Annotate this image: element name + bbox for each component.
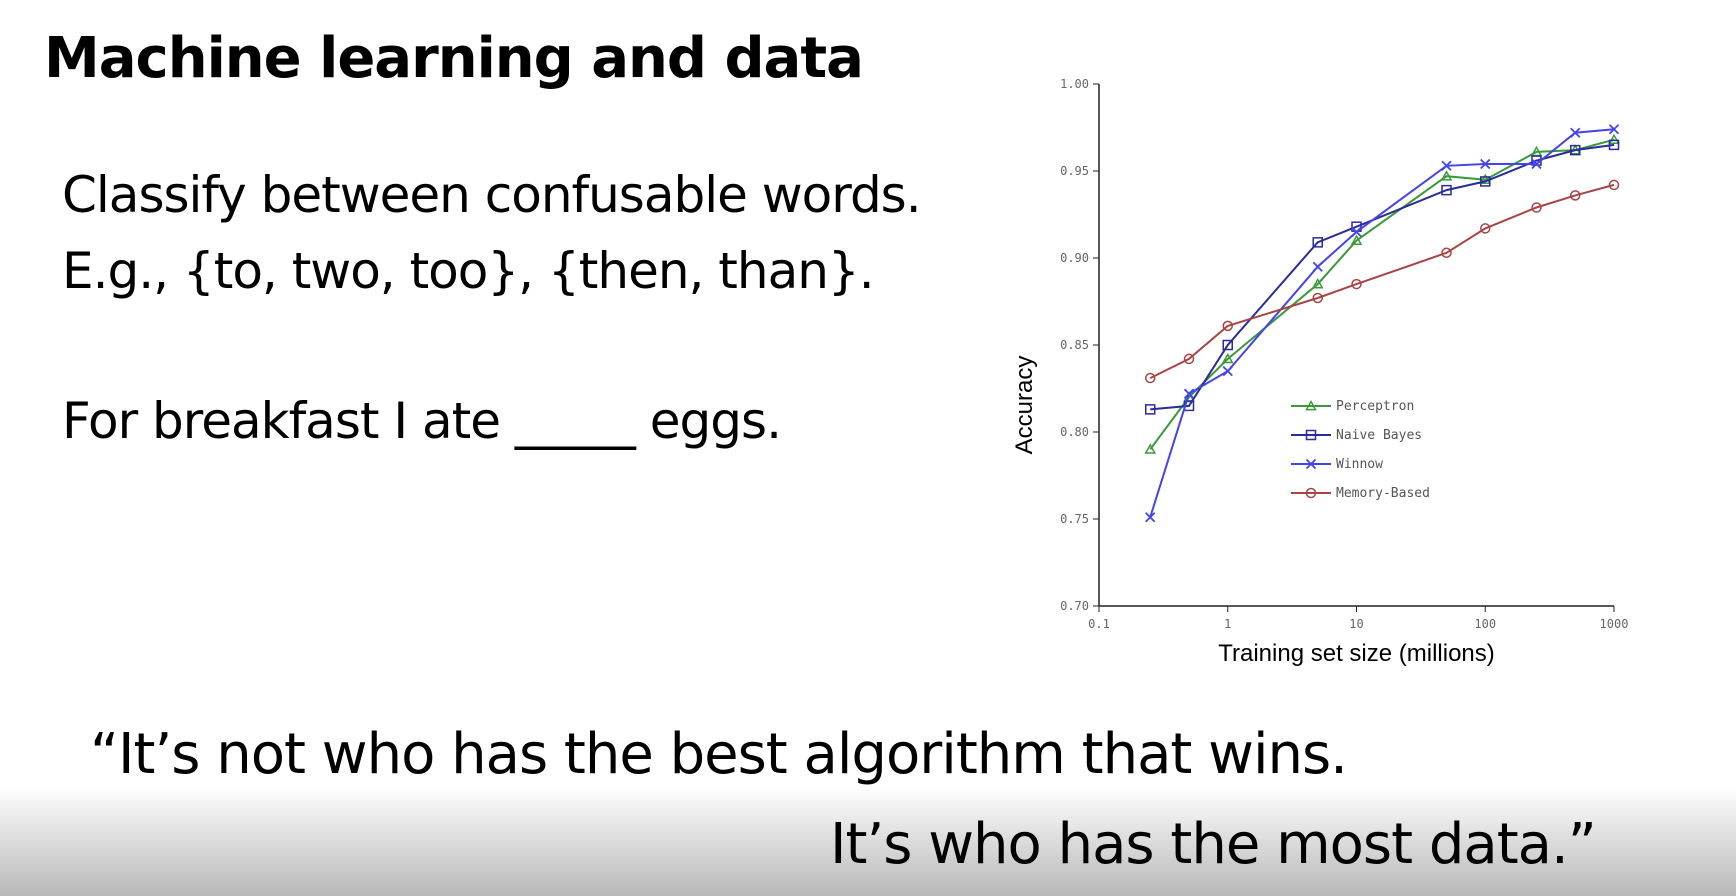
x-tick-label: 0.1 (1088, 617, 1110, 631)
y-tick-label: 0.95 (1060, 164, 1089, 178)
series-line-naive-bayes (1150, 143, 1615, 411)
y-tick-label: 1.00 (1060, 77, 1089, 91)
legend-marker-perceptron (1305, 399, 1317, 411)
legend-marker-naive-bayes (1305, 429, 1317, 441)
x-axis-title: Training set size (millions) (1218, 640, 1495, 667)
y-tick-label: 0.85 (1060, 338, 1089, 352)
series-naive-bayes (1144, 139, 1620, 415)
data-point-perceptron (1608, 133, 1620, 145)
data-point-naive-bayes (1480, 176, 1491, 187)
data-point-perceptron (1479, 173, 1492, 185)
data-point-memory-based (1222, 320, 1233, 332)
data-point-perceptron (1144, 443, 1157, 454)
data-point-winnow (1480, 158, 1491, 170)
data-point-winnow (1531, 158, 1542, 170)
y-tick-label: 0.90 (1060, 251, 1089, 265)
legend-label-memory-based: Memory-Based (1336, 486, 1430, 501)
data-point-winnow (1183, 388, 1195, 399)
data-point-winnow (1570, 127, 1581, 138)
legend-item-naive-bayes: Naive Bayes (1291, 428, 1422, 443)
series-line-winnow (1149, 128, 1615, 518)
data-point-winnow (1441, 160, 1452, 171)
y-axis-title: Accuracy (1011, 356, 1038, 455)
data-point-winnow (1608, 124, 1620, 135)
series-memory-based (1144, 179, 1620, 384)
data-point-winnow (1222, 365, 1233, 377)
data-point-memory-based (1144, 372, 1156, 384)
data-point-memory-based (1183, 353, 1195, 365)
data-point-naive-bayes (1144, 404, 1156, 415)
data-point-memory-based (1531, 202, 1542, 213)
data-point-perceptron (1311, 278, 1324, 289)
accuracy-chart: 0.70 0.75 0.80 0.85 0.90 0.95 1.00 0.1 1 10 100 100… (1011, 77, 1628, 667)
data-point-perceptron (1440, 170, 1453, 181)
data-point-winnow (1145, 512, 1156, 523)
legend-marker-memory-based (1305, 487, 1317, 499)
data-point-memory-based (1480, 223, 1491, 234)
data-point-naive-bayes (1569, 144, 1581, 156)
plot-area: 0.70 0.75 0.80 0.85 0.90 0.95 1.00 0.1 1 10 100 100… (1011, 77, 1628, 667)
x-tick-label: 1 (1224, 617, 1231, 631)
series-line-memory-based (1149, 183, 1615, 379)
data-point-winnow (1312, 261, 1323, 272)
data-point-perceptron (1221, 352, 1234, 364)
y-tick-label: 0.70 (1060, 599, 1089, 613)
legend-item-perceptron: Perceptron (1291, 399, 1414, 414)
data-point-memory-based (1441, 247, 1452, 259)
series-winnow (1145, 124, 1620, 523)
quote-line-2: It’s who has the most data.” (830, 812, 1597, 877)
x-tick-label: 100 (1474, 617, 1496, 631)
legend-marker-winnow (1305, 458, 1317, 470)
data-point-memory-based (1312, 292, 1323, 304)
data-point-memory-based (1569, 190, 1581, 201)
body-line-examples: E.g., {to, two, too}, {then, than}. (62, 242, 875, 300)
data-point-naive-bayes (1222, 339, 1233, 351)
legend-label-naive-bayes: Naive Bayes (1336, 428, 1422, 443)
data-point-naive-bayes (1441, 184, 1452, 196)
data-point-perceptron (1350, 234, 1363, 245)
x-tick-label: 1000 (1600, 617, 1629, 631)
data-point-naive-bayes (1312, 237, 1323, 248)
legend-label-perceptron: Perceptron (1336, 399, 1414, 414)
legend-item-winnow: Winnow (1291, 457, 1383, 472)
y-tick-label: 0.75 (1060, 512, 1089, 526)
quote-line-1: “It’s not who has the best algorithm tha… (90, 722, 1348, 787)
data-point-memory-based (1608, 179, 1620, 191)
legend-label-winnow: Winnow (1336, 457, 1383, 472)
body-line-example-sentence: For breakfast I ate _____ eggs. (62, 392, 782, 450)
data-point-memory-based (1351, 278, 1362, 290)
data-point-naive-bayes (1608, 139, 1620, 151)
x-tick-label: 10 (1349, 617, 1363, 631)
data-point-winnow (1351, 226, 1362, 238)
slide-title: Machine learning and data (44, 26, 864, 91)
y-tick-label: 0.80 (1060, 425, 1089, 439)
legend-item-memory-based: Memory-Based (1291, 486, 1430, 501)
body-line-classify: Classify between confusable words. (62, 166, 922, 224)
